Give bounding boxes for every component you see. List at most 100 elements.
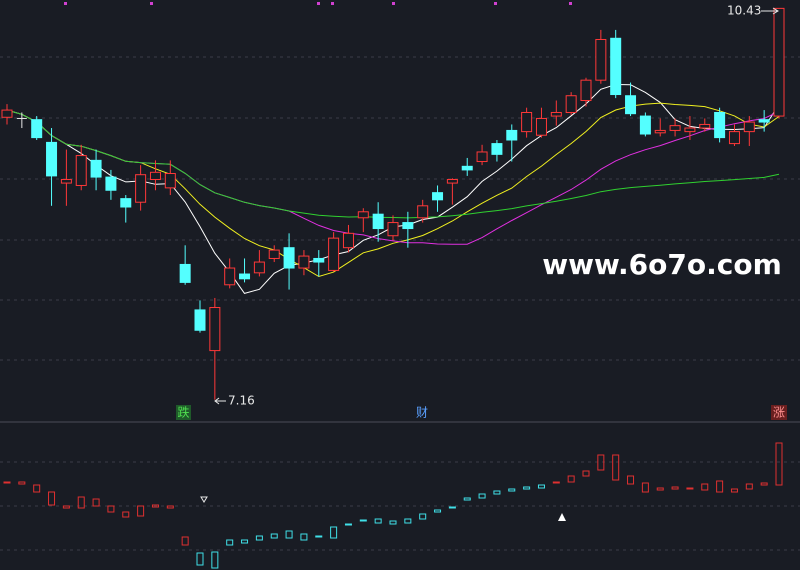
indicator (3, 442, 783, 569)
candle-body (595, 38, 607, 81)
indicator-bar (567, 475, 575, 483)
candle-body (714, 111, 726, 139)
grid (0, 56, 800, 551)
candle-body (75, 155, 87, 186)
indicator-bar (166, 505, 174, 509)
candle-body (209, 307, 221, 352)
indicator-bar (18, 481, 26, 485)
watermark: www.6o7o.com (542, 248, 782, 281)
indicator-bar (107, 505, 115, 513)
indicator-bar (537, 484, 545, 489)
indicator-bar (434, 509, 442, 513)
rise-box (771, 405, 787, 420)
rise-marker: 涨 (773, 405, 785, 420)
candle-body (268, 249, 280, 259)
indicator-bar (48, 491, 56, 506)
indicator-bar (33, 484, 41, 493)
candle-body (31, 119, 43, 139)
indicator-bar (523, 486, 531, 490)
signal-up (558, 513, 566, 521)
indicator-bar (344, 523, 352, 526)
indicator-bar (137, 505, 145, 517)
indicator-bar (671, 486, 679, 490)
indicator-bar (374, 518, 382, 524)
indicator-bar (226, 539, 234, 546)
indicator-bar (404, 518, 412, 524)
indicator-bar (77, 496, 85, 509)
candle-body (60, 178, 72, 184)
indicator-bar (716, 480, 724, 493)
candle-body (298, 255, 310, 269)
candle-body (669, 125, 681, 131)
indicator-bar (389, 520, 397, 525)
candle-body (699, 123, 711, 129)
signal-down (200, 496, 208, 503)
indicator-bar (463, 497, 471, 501)
candle-body (491, 143, 503, 155)
indicator-bar (270, 533, 278, 539)
candle-body (625, 95, 637, 115)
candle-body (758, 119, 770, 123)
candle-body (773, 7, 785, 117)
indicator-bar (552, 481, 560, 484)
finance-marker: 财 (416, 406, 428, 420)
candle-body (372, 213, 384, 230)
indicator-bar (478, 493, 486, 499)
candle-body (580, 79, 592, 102)
candle-body (224, 267, 236, 286)
indicator-bar (686, 487, 694, 490)
indicator-bar (612, 454, 620, 481)
high-label: 10.43 (727, 4, 761, 18)
indicator-bar (656, 487, 664, 491)
indicator-bar (493, 490, 501, 495)
high-arrow (761, 7, 779, 15)
indicator-bar (582, 470, 590, 477)
candle-body (90, 159, 102, 178)
indicator-bar (211, 551, 219, 569)
candle-body (1, 109, 13, 118)
indicator-bar (300, 533, 308, 541)
candle-body (743, 121, 755, 133)
candle-body (387, 222, 399, 237)
candle-body (328, 237, 340, 271)
indicator-bar (641, 482, 649, 493)
candle-body (684, 127, 696, 133)
indicator-bar (597, 454, 605, 471)
candle-body (135, 174, 147, 203)
indicator-bar (285, 530, 293, 539)
indicator-bar (196, 552, 204, 566)
candle-body (179, 263, 191, 283)
indicator-bar (255, 535, 263, 541)
indicator-bar (151, 504, 159, 508)
candle-body (357, 211, 369, 219)
indicator-bar (62, 505, 70, 509)
fall-marker: 跌 (177, 405, 189, 420)
candle-body (149, 171, 161, 180)
indicator-bar (181, 536, 189, 546)
candle-body (164, 173, 176, 189)
candle-body (728, 131, 740, 145)
indicator-bar (122, 511, 130, 518)
candle-body (461, 165, 473, 171)
indicator-bar (315, 535, 323, 538)
candle-body (432, 192, 444, 201)
candle-body (105, 176, 117, 191)
indicator-bar (730, 488, 738, 493)
candle-body (506, 129, 518, 141)
indicator-bar (745, 483, 753, 490)
candle-body (239, 273, 251, 280)
indicator-bar (448, 506, 456, 509)
candle-body (550, 111, 562, 117)
indicator-bar (330, 526, 338, 539)
indicator-bar (3, 481, 11, 484)
candle-body (253, 261, 265, 274)
candle-body (283, 247, 295, 269)
candles (1, 7, 785, 400)
low-arrow (214, 397, 226, 405)
candle-body (476, 151, 488, 163)
low-label: 7.16 (228, 394, 255, 408)
indicator-bar (701, 483, 709, 491)
candle-body (417, 205, 429, 219)
